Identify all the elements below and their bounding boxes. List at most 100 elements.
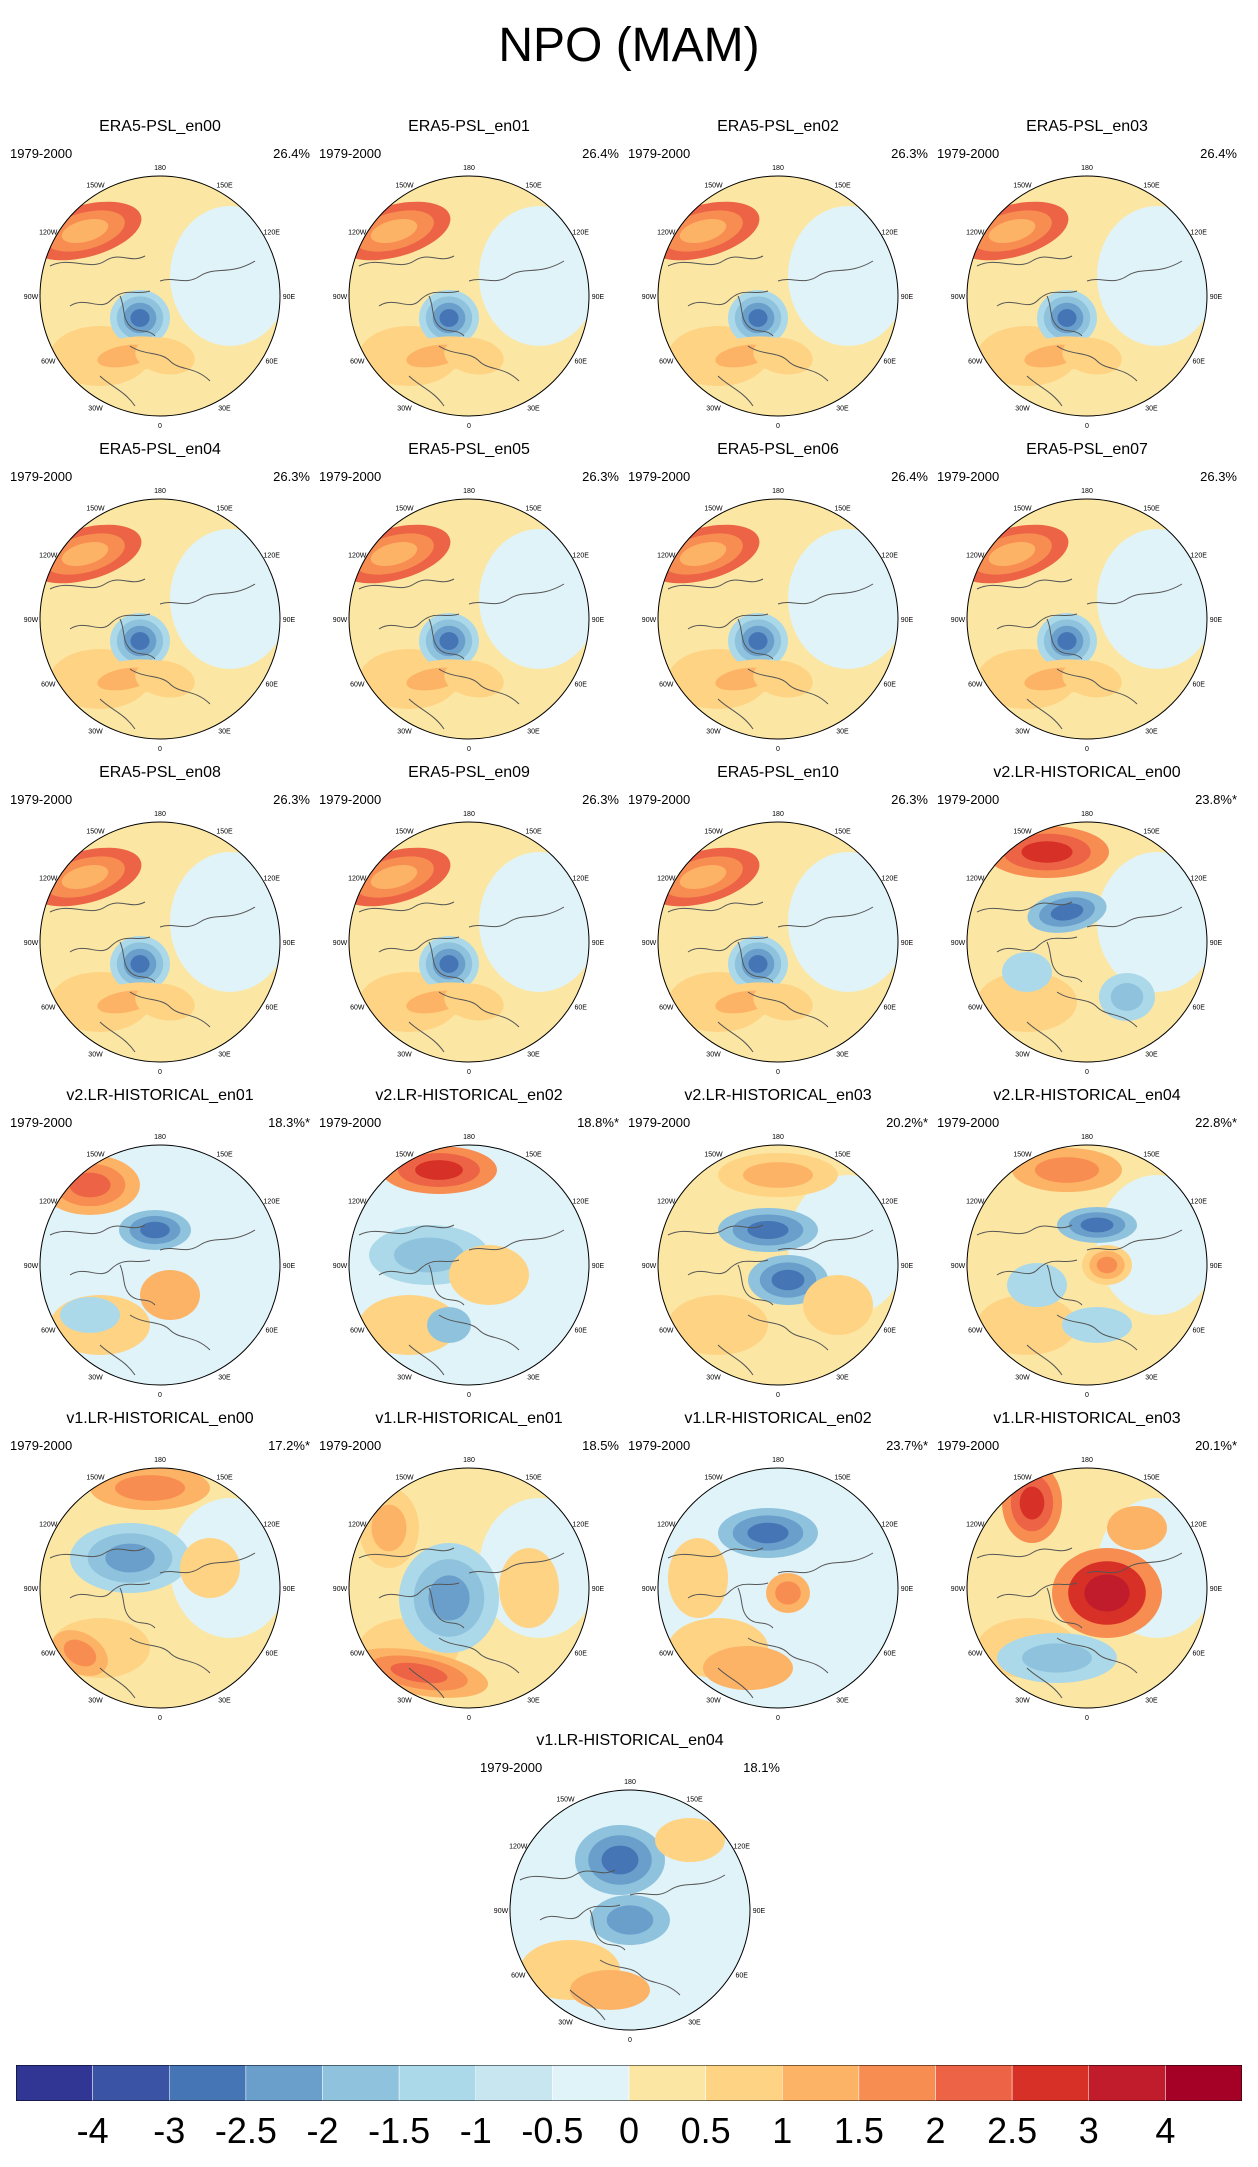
colorbar-bin — [398, 2065, 476, 2101]
grid-label: 30W — [1015, 1052, 1030, 1059]
polar-map: 180 150E 120E 90E 60E 30E 0 30W 60W 90W 120W 150W — [951, 165, 1223, 430]
coastline — [667, 255, 764, 267]
colorbar-bin — [1088, 2065, 1166, 2101]
grid-label: 150E — [1143, 182, 1160, 189]
grid-label: 150E — [1143, 1151, 1160, 1158]
anomaly-contour — [135, 337, 195, 375]
anomaly-contour — [743, 1162, 813, 1188]
coastline — [1046, 1587, 1083, 1629]
grid-label: 90W — [24, 1263, 39, 1270]
map-panel: ERA5-PSL_en10 180 150E 120E 90E 60E 30E 0 30W 60W… — [628, 764, 928, 1084]
polar-map: 180 150E 120E 90E 60E 30E 0 30W 60W 90W 120W 150W — [24, 488, 296, 753]
explained-variance: 18.3%* — [268, 1115, 310, 1130]
coastline — [358, 1547, 455, 1559]
grid-label: 150E — [216, 828, 233, 835]
anomaly-contour — [1062, 337, 1122, 375]
coastline — [569, 1989, 606, 2021]
anomaly-contour — [428, 1575, 470, 1621]
grid-label: 120W — [657, 230, 676, 237]
coastline — [1056, 1637, 1138, 1674]
coastline — [159, 583, 256, 605]
grid-label: 150E — [216, 505, 233, 512]
coastline — [428, 295, 465, 337]
coastline — [777, 906, 874, 928]
anomaly-contour — [449, 1245, 529, 1305]
colorbar-bin — [92, 2065, 170, 2101]
grid-label: 30W — [397, 1698, 412, 1705]
coastline — [589, 1909, 626, 1951]
grid-label: 30W — [88, 1052, 103, 1059]
anomaly-contour — [135, 660, 195, 698]
grid-label: 150W — [86, 1474, 105, 1481]
period-label: 1979-2000 — [10, 146, 73, 161]
coastline — [599, 1959, 681, 1996]
grid-label: 150W — [395, 1151, 414, 1158]
grid-label: 90E — [901, 940, 914, 947]
polar-map: 180 150E 120E 90E 60E 30E 0 30W 60W 90W 120W 150W — [642, 488, 914, 753]
grid-label: 0 — [467, 1069, 471, 1076]
anomaly-contour — [748, 309, 768, 327]
coastline — [99, 375, 136, 407]
grid-label: 60W — [659, 359, 674, 366]
coastline — [687, 936, 769, 953]
grid-label: 0 — [158, 746, 162, 753]
colorbar-tick-label: 1.5 — [833, 2110, 884, 2151]
anomaly-contour — [130, 955, 150, 973]
coastline — [119, 618, 156, 660]
coastline — [1026, 375, 1063, 407]
grid-label: 150W — [1013, 505, 1032, 512]
grid-label: 120W — [657, 553, 676, 560]
coastline — [1026, 1344, 1063, 1376]
polar-map: 180 150E 120E 90E 60E 30E 0 30W 60W 90W 120W 150W — [642, 1134, 914, 1399]
anomaly-contour — [370, 541, 418, 567]
colorbar-bin — [169, 2065, 247, 2101]
coastline — [996, 613, 1078, 630]
figure-title: NPO (MAM) — [498, 19, 760, 72]
grid-label: 30W — [397, 406, 412, 413]
grid-label: 180 — [463, 1457, 475, 1464]
panel-title: v2.LR-HISTORICAL_en04 — [993, 1087, 1181, 1104]
colorbar-tick-label: 3 — [1078, 2110, 1099, 2151]
grid-label: 120W — [657, 876, 676, 883]
grid-label: 90E — [753, 1908, 766, 1915]
grid-label: 150E — [525, 828, 542, 835]
grid-label: 90W — [951, 940, 966, 947]
grid-label: 120E — [1191, 1199, 1208, 1206]
map-boundary — [39, 1467, 281, 1709]
polar-map: 180 150E 120E 90E 60E 30E 0 30W 60W 90W 120W 150W — [494, 1779, 766, 2044]
coastline — [378, 613, 460, 630]
anomaly-contour — [180, 1538, 240, 1598]
map-panel: v1.LR-HISTORICAL_en00 180 150E 120E 90E 60E 30… — [10, 1410, 310, 1730]
coastline — [996, 1582, 1078, 1599]
anomaly-contour — [61, 541, 109, 567]
neutral-region — [170, 1175, 280, 1315]
period-label: 1979-2000 — [319, 469, 382, 484]
neutral-region — [1097, 206, 1207, 346]
grid-label: 90W — [333, 1586, 348, 1593]
map-boundary — [966, 498, 1208, 740]
grid-label: 60E — [265, 1328, 278, 1335]
period-label: 1979-2000 — [937, 146, 1000, 161]
map-boundary — [966, 821, 1208, 1063]
anomaly-contour — [130, 632, 150, 650]
grid-label: 60E — [265, 682, 278, 689]
grid-label: 60W — [659, 682, 674, 689]
grid-label: 60W — [968, 1005, 983, 1012]
grid-label: 120W — [348, 553, 367, 560]
coastline — [747, 1314, 829, 1351]
grid-label: 120W — [39, 230, 58, 237]
grid-label: 150W — [86, 828, 105, 835]
grid-label: 120E — [882, 1199, 899, 1206]
grid-label: 60E — [883, 1328, 896, 1335]
grid-label: 120E — [264, 1199, 281, 1206]
grid-label: 120W — [657, 1522, 676, 1529]
explained-variance: 26.3% — [273, 792, 310, 807]
anomaly-contour — [1084, 1574, 1130, 1612]
coastline — [49, 578, 146, 590]
map-panel: v2.LR-HISTORICAL_en03 180 150E 120E 90E 60E 30… — [628, 1087, 928, 1407]
grid-label: 0 — [158, 1715, 162, 1722]
coastline — [358, 1224, 455, 1236]
grid-label: 30E — [688, 2020, 701, 2027]
coastline — [1086, 1552, 1183, 1574]
neutral-region — [170, 852, 280, 992]
